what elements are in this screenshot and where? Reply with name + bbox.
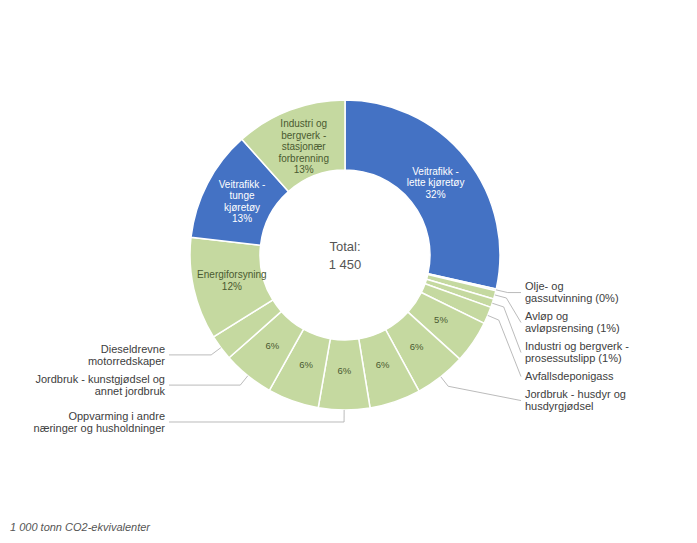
text-line: Oppvarming i andre xyxy=(68,410,165,422)
text-line: gassutvinning (0%) xyxy=(525,292,619,304)
data-label: 5% xyxy=(434,314,448,325)
slice-label: Avfallsdeponigass xyxy=(525,370,614,382)
text-line: Industri og xyxy=(280,118,327,129)
text-line: Veitrafikk - xyxy=(219,179,266,190)
text-line: bergverk - xyxy=(281,130,326,141)
text-line: Jordbruk - kunstgjødsel og xyxy=(35,373,165,385)
leader-line xyxy=(169,410,344,422)
text-line: husdyrgjødsel xyxy=(525,400,593,412)
text-line: Dieseldrevne xyxy=(101,343,165,355)
data-label: Energiforsyning12% xyxy=(197,269,266,292)
slice-label: Avløp ogavløpsrensing (1%) xyxy=(525,310,620,334)
footnote: 1 000 tonn CO2-ekvivalenter xyxy=(10,521,151,533)
text-line: Avløp og xyxy=(525,310,568,322)
data-label: 6% xyxy=(410,341,424,352)
text-line: avløpsrensing (1%) xyxy=(525,322,620,334)
text-line: kjøretøy xyxy=(224,202,260,213)
text-line: stasjonær xyxy=(282,141,327,152)
slice-label: Industri og bergverk -prosessutslipp (1%… xyxy=(525,340,629,364)
text-line: 12% xyxy=(222,281,242,292)
data-label: 6% xyxy=(265,340,279,351)
leader-line xyxy=(488,315,521,376)
text-line: 32% xyxy=(426,189,446,200)
slice-label: Olje- oggassutvinning (0%) xyxy=(525,280,619,304)
text-line: annet jordbruk xyxy=(95,385,166,397)
slices xyxy=(190,100,500,410)
text-line: 13% xyxy=(294,164,314,175)
text-line: 6% xyxy=(337,365,351,376)
center-text: Total: xyxy=(329,239,360,254)
slice xyxy=(345,100,500,289)
text-line: næringer og husholdninger xyxy=(34,422,166,434)
data-label: 6% xyxy=(376,359,390,370)
chart: Veitrafikk -lette kjøretøy32%5%6%6%6%6%6… xyxy=(0,0,697,543)
center-text: 1 450 xyxy=(329,257,362,272)
text-line: motorredskaper xyxy=(88,355,165,367)
text-line: tunge xyxy=(230,190,255,201)
text-line: Veitrafikk - xyxy=(412,166,459,177)
leader-line xyxy=(169,348,221,355)
data-label: Industri ogbergverk -stasjonærforbrennin… xyxy=(278,118,329,175)
text-line: 6% xyxy=(376,359,390,370)
leader-line xyxy=(169,376,248,385)
slice-label: Jordbruk - kunstgjødsel ogannet jordbruk xyxy=(35,373,165,397)
text-line: 13% xyxy=(232,213,252,224)
slice-label: Dieseldrevnemotorredskaper xyxy=(88,343,165,367)
text-line: lette kjøretøy xyxy=(407,177,465,188)
data-label: 6% xyxy=(299,359,313,370)
pie-group: Veitrafikk -lette kjøretøy32%5%6%6%6%6%6… xyxy=(34,100,630,434)
text-line: Industri og bergverk - xyxy=(525,340,629,352)
text-line: forbrenning xyxy=(278,153,329,164)
leader-line xyxy=(496,290,521,293)
text-line: 5% xyxy=(434,314,448,325)
slice xyxy=(190,237,273,337)
text-line: Energiforsyning xyxy=(197,269,266,280)
slice-label: Oppvarming i andrenæringer og husholdnin… xyxy=(34,410,166,434)
text-line: Jordbruk - husdyr og xyxy=(525,388,626,400)
data-label: Veitrafikk -tungekjøretøy13% xyxy=(219,179,266,225)
leader-line xyxy=(492,303,521,352)
text-line: prosessutslipp (1%) xyxy=(525,352,622,364)
text-line: Avfallsdeponigass xyxy=(525,370,614,382)
text-line: 6% xyxy=(410,341,424,352)
text-line: Olje- og xyxy=(525,280,564,292)
data-label: Veitrafikk -lette kjøretøy32% xyxy=(407,166,465,200)
text-line: 6% xyxy=(299,359,313,370)
text-line: 6% xyxy=(265,340,279,351)
leader-line xyxy=(441,377,521,401)
slice-label: Jordbruk - husdyr oghusdyrgjødsel xyxy=(525,388,626,412)
data-label: 6% xyxy=(337,365,351,376)
